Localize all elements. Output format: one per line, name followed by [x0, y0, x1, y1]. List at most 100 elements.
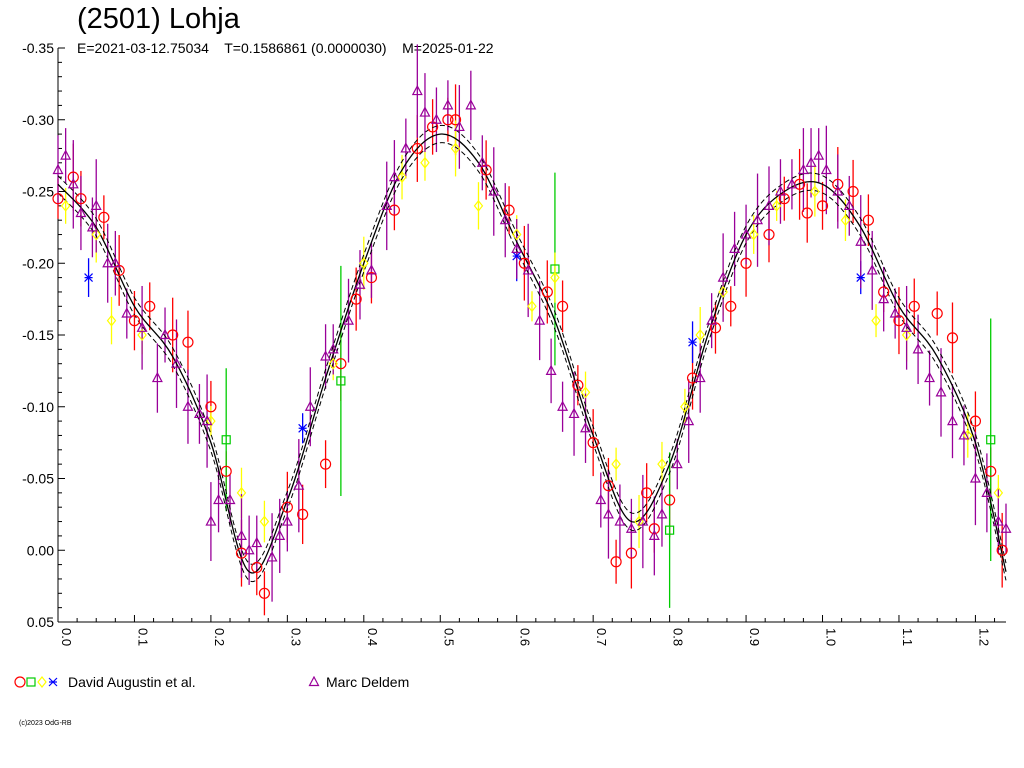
data-point-triangle	[625, 522, 637, 533]
error-bars	[57, 44, 1007, 616]
data-point-triangle	[365, 264, 377, 275]
data-point-triangle	[580, 421, 592, 433]
data-point-triangle	[557, 400, 569, 411]
data-point-triangle	[266, 551, 278, 562]
data-point-star	[688, 337, 697, 347]
data-point-circle	[98, 211, 110, 223]
data-point-diamond	[550, 271, 560, 284]
data-point-triangle	[912, 343, 924, 354]
data-point-triangle	[522, 264, 534, 275]
data-point-diamond	[901, 329, 912, 341]
data-point-circle	[832, 178, 844, 190]
data-point-circle	[350, 293, 362, 305]
data-point-diamond	[718, 285, 728, 298]
fit-curve-upper	[57, 124, 1007, 565]
data-point-triangle	[354, 278, 366, 289]
data-point-diamond	[106, 314, 117, 327]
data-point-circle	[335, 358, 347, 370]
data-point-triangle	[813, 149, 825, 160]
data-point-circle	[996, 544, 1008, 556]
data-point-triangle	[602, 508, 614, 519]
data-point-triangle	[52, 163, 64, 175]
data-point-triangle	[102, 256, 114, 268]
data-point-triangle	[251, 536, 263, 548]
data-point-circle	[442, 114, 454, 126]
data-point-triangle	[90, 199, 102, 210]
axes: -0.35 -0.30 -0.25 -0.20 -0.15 -0.10 -0.05 0.00 0…	[22, 40, 1006, 646]
fit-curve-line	[57, 133, 1007, 574]
data-point-triangle	[320, 350, 332, 361]
data-point-triangle	[182, 400, 194, 411]
data-point-circle	[862, 214, 874, 226]
x-tick-label: 0.0	[59, 628, 74, 646]
legend-markers-augustin	[14, 676, 58, 688]
data-point-circle	[319, 458, 332, 470]
data-point-triangle	[67, 178, 79, 189]
data-point-circle	[258, 587, 271, 599]
data-point-triangle	[419, 106, 431, 117]
x-tick-label: 0.6	[518, 628, 533, 646]
data-point-diamond	[236, 486, 247, 499]
data-point-diamond	[359, 257, 369, 270]
data-point-circle	[556, 300, 569, 312]
data-point-circle	[969, 415, 982, 427]
x-tick-label: 1.2	[976, 628, 991, 646]
y-tick-label: -0.30	[22, 112, 54, 128]
data-point-circle	[801, 207, 813, 219]
x-tick-label: 0.1	[135, 628, 150, 646]
data-point-circle	[75, 193, 87, 205]
data-point-circle	[648, 523, 660, 535]
data-point-triangle	[694, 371, 706, 383]
data-point-diamond	[993, 486, 1004, 499]
data-point-triangle	[637, 515, 649, 526]
data-point-diamond	[450, 142, 461, 155]
data-point-diamond	[580, 386, 591, 399]
data-point-triangle	[381, 199, 393, 210]
data-point-triangle	[281, 515, 293, 526]
data-point-circle	[182, 336, 194, 348]
x-tick-label: 0.3	[288, 628, 303, 646]
data-point-circle	[740, 257, 752, 269]
data-point-triangle	[595, 493, 607, 505]
data-point-circle	[625, 547, 637, 559]
data-point-diamond	[397, 171, 407, 184]
data-point-triangle	[109, 256, 121, 268]
chart-title: (2501) Lohja	[77, 3, 240, 35]
data-point-circle	[664, 494, 676, 506]
data-point-star	[512, 251, 522, 261]
data-point-circle	[541, 286, 553, 298]
data-point-circle	[205, 401, 217, 413]
data-point-triangle	[774, 185, 786, 196]
data-point-square	[336, 376, 346, 386]
data-point-triangle	[545, 364, 557, 375]
data-point-triangle	[763, 199, 775, 210]
data-point-diamond	[328, 357, 338, 370]
data-point-circle	[518, 257, 530, 269]
data-point-diamond	[695, 329, 705, 341]
data-point-triangle	[193, 407, 205, 419]
data-point-diamond	[527, 300, 537, 313]
data-point-diamond	[60, 199, 71, 212]
y-tick-label: -0.20	[22, 255, 54, 271]
y-tick-label: -0.15	[22, 327, 54, 343]
data-point-triangle	[648, 529, 660, 541]
data-point-triangle	[293, 479, 305, 490]
legend-label-augustin: David Augustin et al.	[68, 674, 196, 690]
y-tick-label: -0.10	[22, 399, 54, 415]
data-point-triangle	[568, 407, 580, 419]
data-point-circle	[908, 300, 920, 312]
data-point-circle	[220, 465, 232, 477]
y-tick-label: -0.05	[22, 471, 54, 487]
data-point-triangle	[60, 149, 72, 160]
legend-marker-diamond	[37, 676, 47, 688]
data-point-triangle	[614, 515, 626, 526]
data-point-triangle	[499, 213, 511, 225]
legend-marker-square	[26, 677, 36, 687]
data-point-triangle	[205, 515, 217, 526]
data-point-triangle	[274, 529, 286, 541]
data-point-circle	[52, 193, 64, 205]
data-point-triangle	[958, 429, 970, 440]
data-point-circle	[763, 228, 775, 241]
data-point-diamond	[810, 185, 820, 198]
